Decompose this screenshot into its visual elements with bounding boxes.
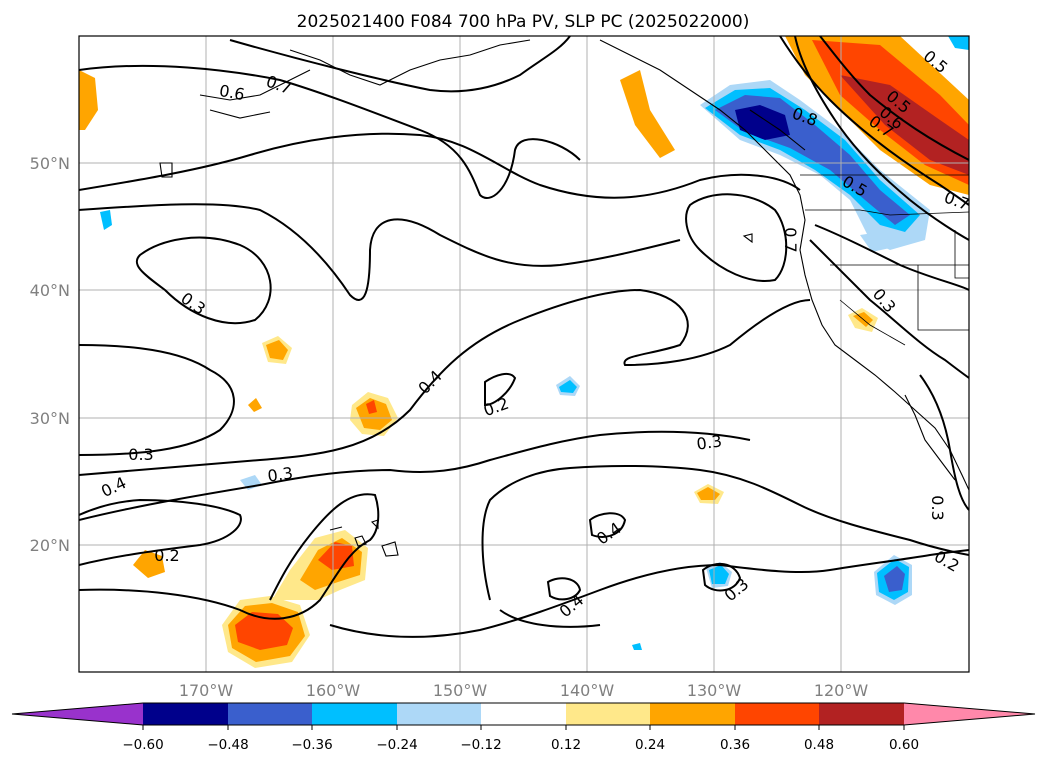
y-tick-label: 40°N [30,281,70,300]
contour-label: 0.3 [695,431,723,453]
contour-label: 0.3 [128,445,153,464]
colorbar-tick-label: 0.48 [804,737,834,753]
colorbar-tick-label: 0.60 [889,737,919,753]
x-tick-label: 130°W [687,681,742,700]
pv-positive-patch [79,70,98,130]
pv-positive-patch [366,400,377,414]
colorbar-segment [481,703,566,725]
x-tick-label: 140°W [560,681,615,700]
map-frame [78,35,970,673]
colorbar-tick-label: 0.36 [720,737,750,753]
x-tick-label: 120°W [814,681,869,700]
x-tick-label: 150°W [433,681,488,700]
x-tick-label: 170°W [179,681,234,700]
pv-negative-patch [632,643,642,650]
x-axis-labels: 170°W 160°W 150°W 140°W 130°W 120°W [179,681,869,700]
colorbar-tick-label: 0.24 [635,737,665,753]
y-tick-label: 50°N [30,154,70,173]
pv-negative-patch [860,232,890,252]
colorbar-segment [819,703,904,725]
pv-positive-patch [133,550,165,578]
contour-label: 0.2 [154,546,179,565]
pv-positive-patch [620,70,675,158]
contour-label: 0.7 [781,227,800,252]
chart-title: 2025021400 F084 700 hPa PV, SLP PC (2025… [297,12,750,32]
contour-label: 0.3 [266,463,294,485]
colorbar-segment [12,703,143,725]
y-tick-label: 30°N [30,409,70,428]
colorbar-tick-label: −0.24 [376,737,417,753]
x-tick-label: 160°W [306,681,361,700]
colorbar-segment [735,703,819,725]
colorbar-segment [566,703,650,725]
colorbar-segment [143,703,228,725]
y-axis-labels: 50°N 40°N 30°N 20°N [30,154,70,555]
colorbar: −0.60 −0.48 −0.36 −0.24 −0.12 0.12 0.24 … [11,702,1036,753]
pv-positive-patch [235,612,293,650]
colorbar-tick-label: −0.48 [207,737,248,753]
colorbar-segment [397,703,481,725]
colorbar-ticks [142,725,905,730]
y-tick-label: 20°N [30,536,70,555]
colorbar-tick-label: −0.36 [291,737,332,753]
colorbar-tick-label: −0.60 [122,737,163,753]
pv-negative-patch [559,380,577,393]
slp-contours [79,36,969,638]
pv-negative-patch [948,36,969,50]
colorbar-segment [650,703,735,725]
colorbar-segment [312,703,397,725]
contour-label: 0.6 [218,81,246,104]
map-area: 0.6 0.7 0.5 0.8 0.5 0.6 0.7 0.5 0.7 0.7 … [79,36,969,672]
colorbar-segment [228,703,312,725]
colorbar-tick-label: 0.12 [551,737,581,753]
pv-positive-patch [266,340,288,360]
pv-positive-patch [840,75,969,175]
contour-label: 0.3 [928,495,947,520]
colorbar-tick-label: −0.12 [460,737,501,753]
pv-negative-patch [100,210,112,230]
pv-shading [79,36,969,668]
pv-negative-patch [884,566,905,592]
colorbar-segment [904,703,1035,725]
pv-positive-patch [356,398,392,430]
pv-positive-patch [248,398,262,412]
pv-negative-patch [735,105,790,140]
